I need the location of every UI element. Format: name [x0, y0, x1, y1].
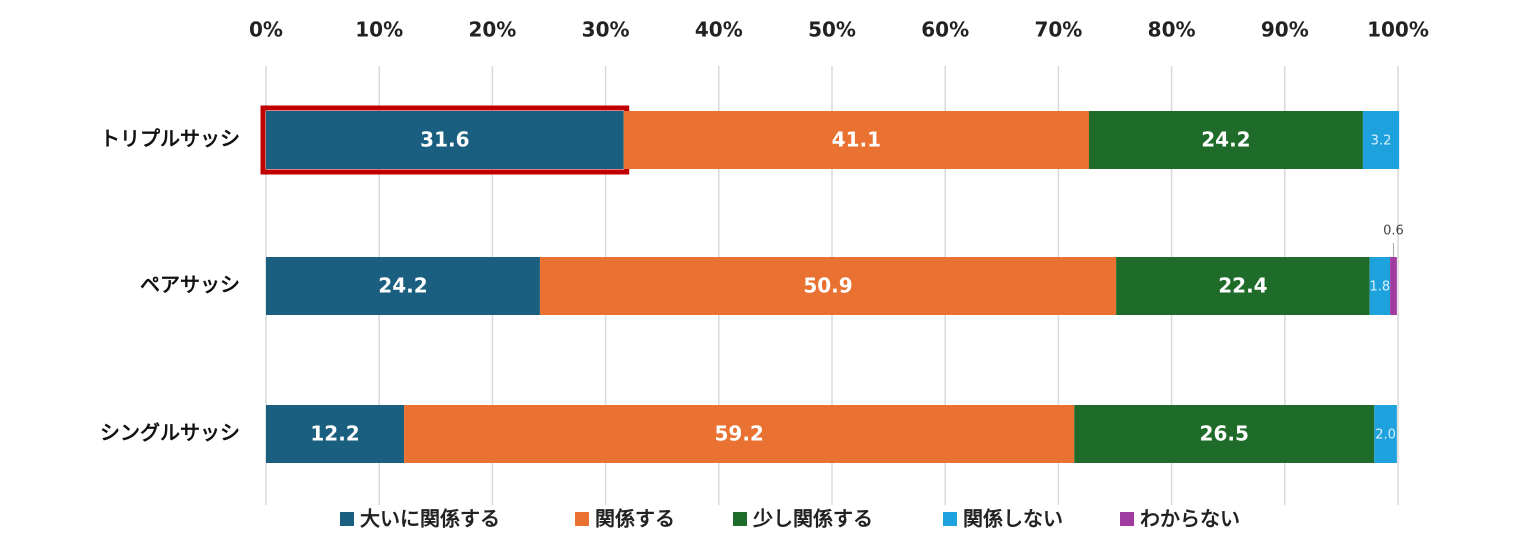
bar-segment: [1374, 405, 1397, 463]
bar-segment: [266, 257, 540, 315]
data-label: 31.6: [420, 128, 469, 152]
legend-swatch: [943, 512, 957, 526]
data-label: 22.4: [1218, 274, 1267, 298]
legend-swatch: [1120, 512, 1134, 526]
x-tick-label: 40%: [695, 18, 743, 42]
legend-label: 関係しない: [963, 507, 1063, 531]
bar-segment: [539, 257, 1117, 315]
data-label: 12.2: [310, 422, 359, 446]
data-label: 59.2: [714, 422, 763, 446]
category-label: ペアサッシ: [140, 273, 240, 297]
bar-segment: [266, 405, 405, 463]
legend-swatch: [733, 512, 747, 526]
bar-segment: [1369, 257, 1391, 315]
data-label: 3.2: [1371, 134, 1392, 149]
legend-label: 少し関係する: [752, 507, 873, 531]
x-tick-label: 10%: [355, 18, 403, 42]
x-tick-label: 90%: [1261, 18, 1309, 42]
bar-segment: [1074, 405, 1375, 463]
x-tick-label: 0%: [249, 18, 283, 42]
x-tick-label: 60%: [921, 18, 969, 42]
x-tick-label: 80%: [1148, 18, 1196, 42]
bar-segment: [1362, 111, 1400, 169]
data-label: 50.9: [803, 274, 852, 298]
legend-label: 大いに関係する: [360, 507, 500, 531]
data-label: 41.1: [832, 128, 881, 152]
data-label: 24.2: [1201, 128, 1250, 152]
legend-swatch: [575, 512, 589, 526]
bar-segment: [1390, 257, 1397, 315]
data-label: 1.8: [1370, 280, 1391, 295]
x-tick-label: 50%: [808, 18, 856, 42]
x-tick-label: 100%: [1367, 18, 1429, 42]
bar-segment: [623, 111, 1089, 169]
bar-segment: [266, 111, 624, 169]
category-label: トリプルサッシ: [100, 127, 240, 151]
bar-segment: [404, 405, 1075, 463]
x-tick-label: 20%: [468, 18, 516, 42]
data-label: 26.5: [1200, 422, 1249, 446]
data-label: 24.2: [378, 274, 427, 298]
data-label: 0.6: [1383, 224, 1404, 239]
bar-segment: [1116, 257, 1370, 315]
legend-swatch: [340, 512, 354, 526]
x-tick-label: 30%: [582, 18, 630, 42]
legend-label: 関係する: [595, 507, 675, 531]
category-label: シングルサッシ: [100, 421, 240, 445]
data-label: 2.0: [1375, 428, 1396, 443]
bar-segment: [1088, 111, 1363, 169]
x-tick-label: 70%: [1034, 18, 1082, 42]
legend-label: わからない: [1140, 507, 1240, 531]
